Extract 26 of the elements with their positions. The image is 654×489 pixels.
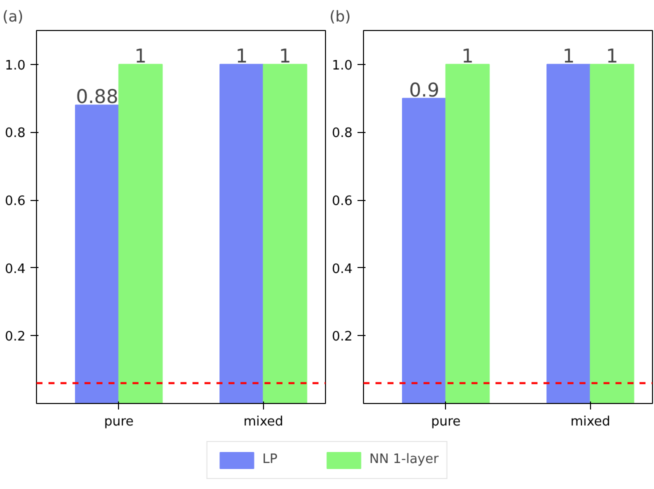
x-tick-label: mixed (243, 414, 284, 430)
data-label: 1 (562, 45, 575, 68)
chart-title: (b) (330, 8, 351, 26)
data-label: 1 (236, 45, 248, 68)
data-label: 1 (134, 45, 147, 68)
legend-label: LP (262, 452, 278, 467)
x-tick-label: pure (104, 414, 134, 430)
y-tick-label: 0.6 (4, 194, 26, 210)
y-tick-label: 0.8 (4, 126, 26, 142)
y-tick-label: 0.8 (332, 126, 353, 142)
data-label: 1 (461, 45, 474, 68)
data-label: 0.9 (409, 79, 440, 102)
y-tick-label: 0.2 (332, 330, 353, 345)
y-tick-label: 1.0 (332, 58, 353, 74)
y-tick-label: 0.2 (4, 330, 26, 345)
chart-title: (a) (2, 8, 24, 26)
data-label: 1 (278, 45, 292, 68)
y-tick-label: 0.4 (4, 262, 26, 277)
x-tick-label: pure (431, 414, 461, 430)
data-label: 0.88 (76, 86, 118, 108)
x-tick-label: mixed (570, 414, 610, 430)
data-label: 1 (606, 45, 618, 68)
y-tick-label: 1.0 (4, 58, 26, 74)
y-tick-label: 0.4 (332, 262, 353, 277)
y-tick-label: 0.6 (332, 194, 353, 210)
legend-label: NN 1-layer (369, 452, 439, 467)
